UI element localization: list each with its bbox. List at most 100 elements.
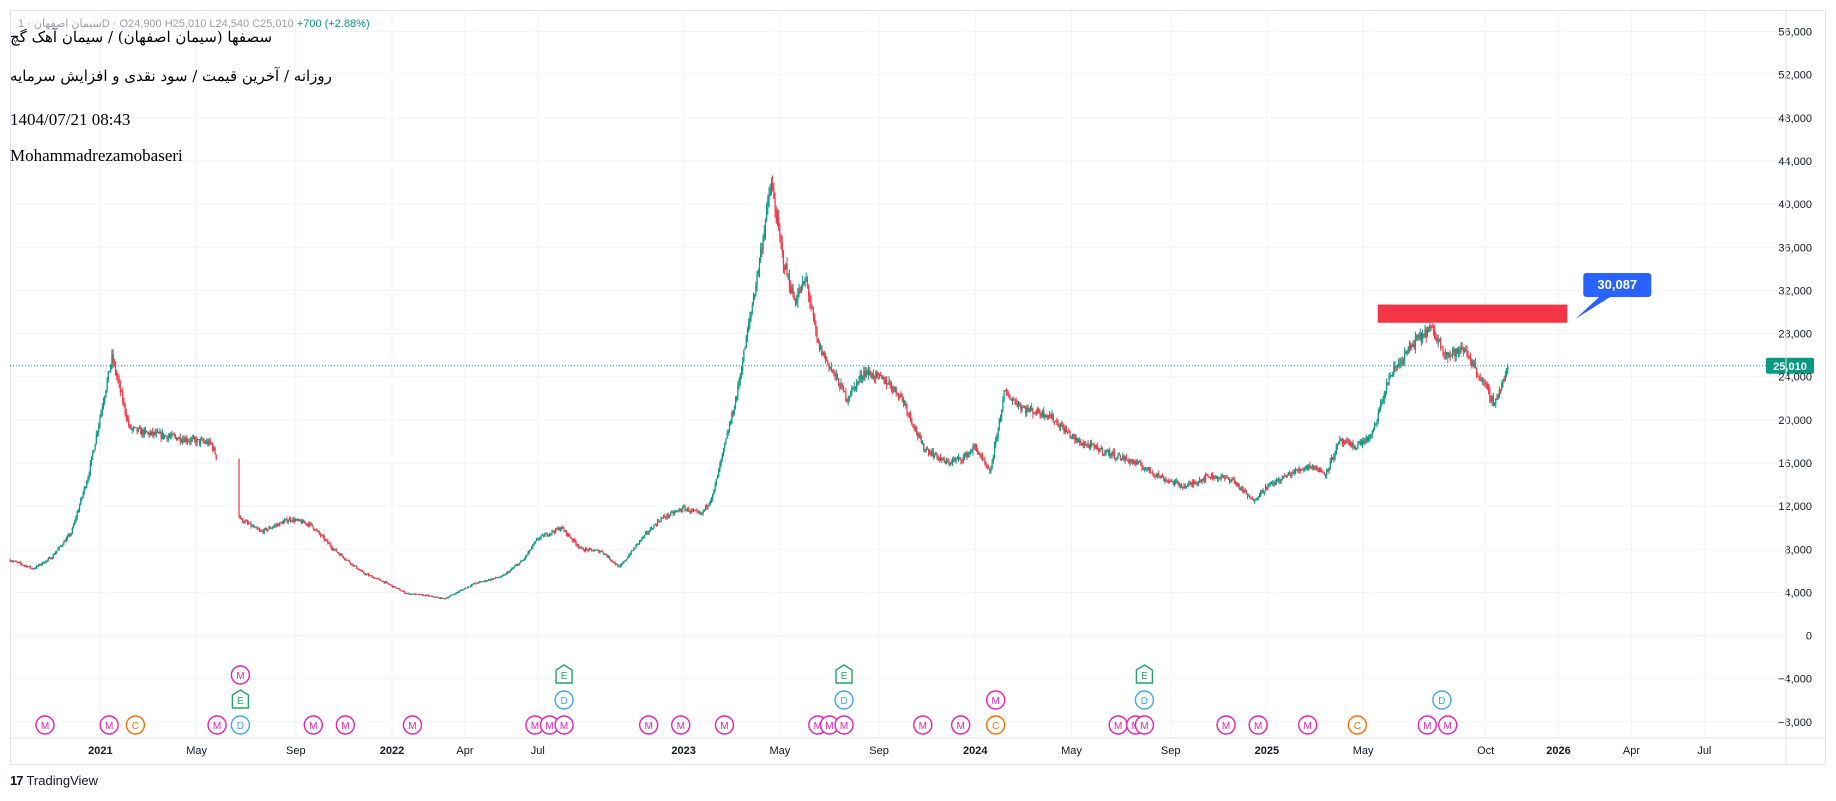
candle-body [418,594,420,595]
event-marker-m[interactable]: M [1248,715,1268,735]
candle-body [269,527,271,529]
event-marker-m[interactable]: M [35,715,55,735]
candle-body [665,517,667,519]
event-marker-m[interactable]: M [303,715,323,735]
event-marker-m[interactable]: M [1108,715,1128,735]
event-marker-m[interactable]: M [985,690,1006,710]
candle-body [1480,378,1482,381]
candle-body [995,438,997,445]
candle-body [83,487,85,493]
zone-layer[interactable]: 25,010 30,087 [10,273,1814,374]
event-marker-d[interactable]: D [834,690,854,710]
event-marker-d[interactable]: D [554,690,574,710]
candle-body [62,544,64,546]
event-marker-m[interactable]: M [671,715,691,735]
event-marker-e[interactable]: E [555,664,573,684]
earnings-icon [231,689,250,709]
candle-body [69,534,71,536]
candle-body [1383,393,1385,401]
candle-body [400,590,402,592]
event-marker-m[interactable]: M [554,715,574,735]
event-marker-d[interactable]: D [1432,690,1452,710]
candle-body [1285,476,1287,478]
candle-body [579,547,581,548]
tradingview-brand[interactable]: 17 TradingView [10,773,98,788]
event-marker-e[interactable]: E [231,689,250,709]
event-marker-d[interactable]: D [1134,690,1155,710]
x-axis[interactable]: 2021 May Sep 2022 Apr Jul 2023 May Sep 2024 May Sep… [10,737,1826,757]
candle-body [1338,441,1340,445]
candle-body [1088,445,1090,449]
event-marker-m[interactable]: M [819,715,840,735]
candle-body [1384,391,1387,394]
candle-body [876,372,878,374]
candle-body [1502,379,1504,384]
event-marker-m[interactable]: M [1134,715,1155,735]
candle-body [1485,383,1487,385]
event-marker-m[interactable]: M [913,715,933,735]
candle-body [1299,468,1301,471]
candle-body [708,503,710,506]
event-marker-c[interactable]: C [125,715,146,735]
candle-body [814,315,816,325]
event-marker-m[interactable]: M [950,715,971,735]
candle-body [938,457,940,460]
candle-body [1462,349,1464,353]
candle-body [990,468,992,472]
candle-body [829,367,831,369]
candle-body [1400,361,1402,363]
event-marker-d[interactable]: D [230,715,251,735]
candle-body [1077,441,1080,443]
event-marker-m[interactable]: M [638,715,659,735]
candle-body [918,434,920,437]
event-letter: M [560,721,568,732]
candle-body [1270,482,1273,484]
candle-body [963,455,966,457]
candle-body [1015,401,1017,405]
event-marker-m[interactable]: M [714,715,735,735]
event-letter: M [1140,721,1148,732]
y-axis[interactable]: 56,000 52,000 48,000 44,000 40,000 36,000 32,0… [1778,10,1812,765]
event-marker-m[interactable]: M [1438,715,1458,735]
event-marker-m[interactable]: M [834,715,854,735]
event-marker-m[interactable]: M [230,665,251,685]
candle-body [766,206,768,220]
candle-body [588,548,590,551]
candle-body [912,423,914,427]
candle-body [1209,477,1211,479]
event-layer[interactable]: MMCMDEMMMMMMMDEMMMMMMDEMMCMMMMDEMMMCMMD [35,664,1458,735]
event-marker-e[interactable]: E [835,664,853,684]
candle-body [1021,406,1023,410]
candle-body [666,514,668,518]
event-marker-c[interactable]: C [1347,715,1368,735]
event-marker-m[interactable]: M [1216,715,1236,735]
candle-body [426,594,428,596]
event-circle-icon [335,715,356,735]
event-marker-m[interactable]: M [1298,715,1318,735]
event-marker-m[interactable]: M [207,715,227,735]
event-marker-m[interactable]: M [402,715,423,735]
event-marker-m[interactable]: M [1417,715,1438,735]
event-marker-e[interactable]: E [1135,664,1154,684]
candle-body [188,440,190,442]
event-marker-c[interactable]: C [985,715,1006,735]
candle-body [468,586,470,588]
candle-body [630,550,632,555]
chart-frame[interactable] [10,10,1826,765]
candle-body [1454,348,1456,357]
candle-body [305,522,307,525]
candle-body [1455,348,1457,357]
event-letter: M [814,721,822,732]
candle-body [319,533,322,536]
event-marker-m[interactable]: M [99,715,119,735]
candle-body [10,561,12,563]
candle-body [1188,483,1190,484]
candle-body [1062,424,1064,428]
candle-body [260,530,262,532]
event-marker-m[interactable]: M [335,715,356,735]
candle-body [403,591,406,594]
candle-body [1412,344,1414,346]
candle-body [1484,380,1486,384]
candle-body [323,536,325,541]
